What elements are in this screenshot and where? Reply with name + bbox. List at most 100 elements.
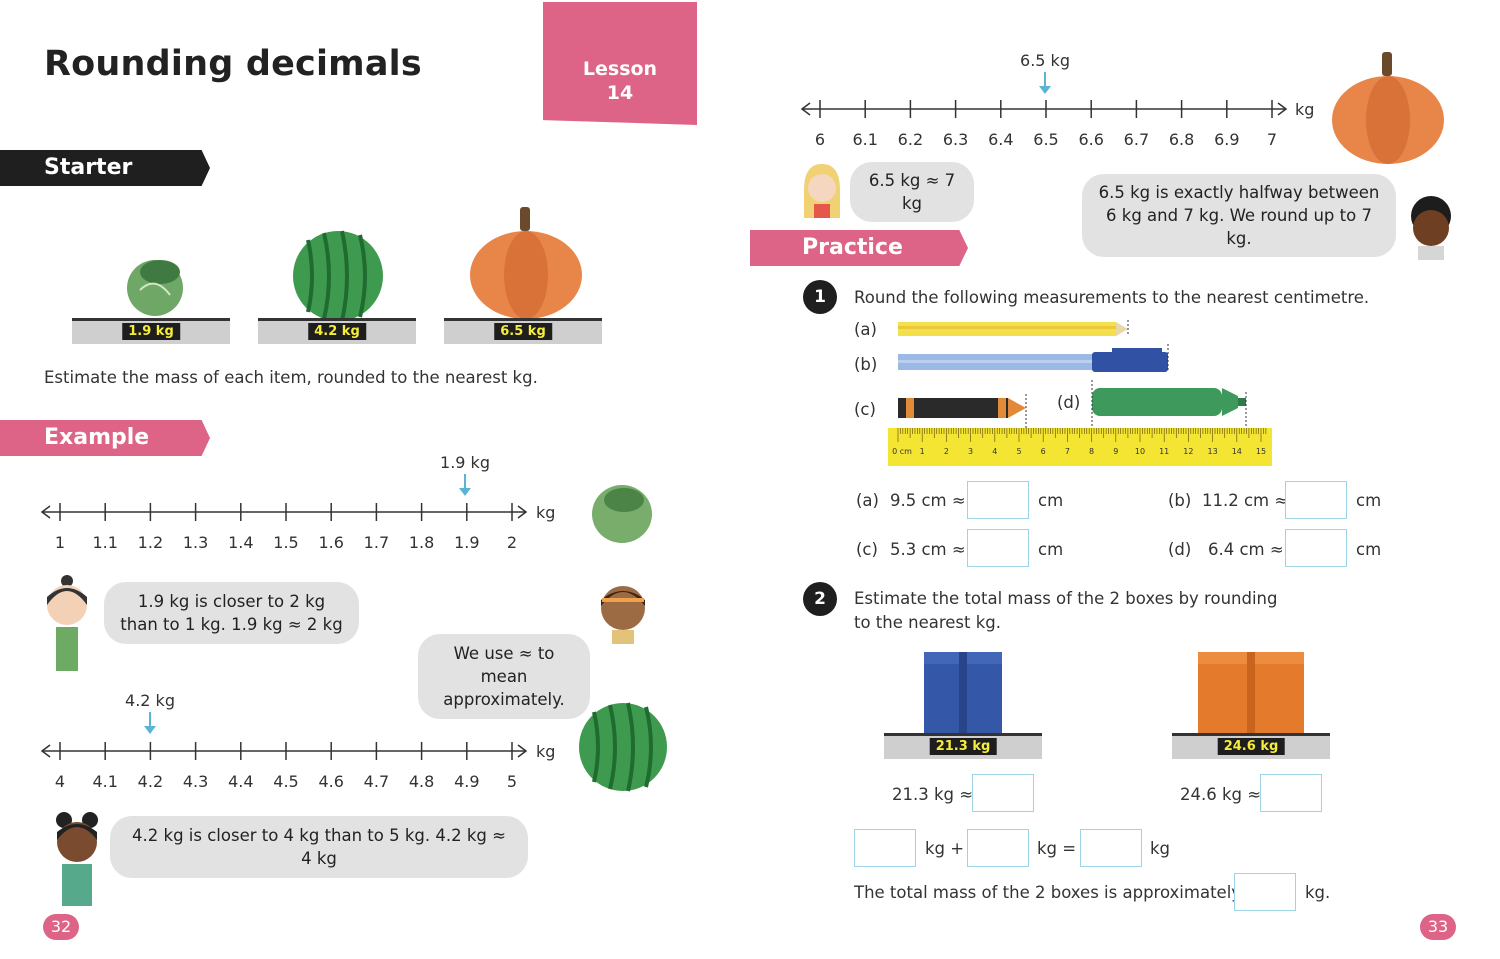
sum-box-1[interactable] — [854, 829, 916, 867]
tick-label: 1.8 — [409, 533, 434, 552]
speech-bubble: 6.5 kg ≈ 7 kg — [850, 162, 974, 222]
answer-box-a[interactable] — [967, 481, 1029, 519]
number-line-marker-label: 4.2 kg — [125, 691, 175, 710]
tick-label: 6.8 — [1169, 130, 1194, 149]
watermelon-icon — [293, 230, 383, 322]
cabbage-icon — [127, 260, 183, 316]
watermelon-icon — [579, 702, 667, 792]
ruler-label: 0 cm — [892, 447, 912, 456]
answer-box-orange[interactable] — [1260, 774, 1322, 812]
ruler-label: 14 — [1232, 447, 1242, 456]
girl-character-icon — [804, 164, 840, 218]
answer-value: 11.2 cm ≈ — [1202, 491, 1289, 510]
tick-label: 4 — [55, 772, 65, 791]
speech-bubble: 4.2 kg is closer to 4 kg than to 5 kg. 4… — [110, 816, 528, 878]
page-number-left: 32 — [43, 914, 79, 940]
tick-label: 1.4 — [228, 533, 253, 552]
ruler-label: 5 — [1016, 447, 1021, 456]
question-prompt: Estimate the total mass of the 2 boxes b… — [854, 589, 1278, 608]
ruler-label: 12 — [1183, 447, 1193, 456]
answer-label: (b) — [1168, 491, 1192, 510]
girl-character-icon — [47, 575, 87, 671]
tick-label: 4.6 — [318, 772, 343, 791]
pencil-icon — [898, 320, 1129, 336]
tick-label: 5 — [507, 772, 517, 791]
ruler-label: 1 — [920, 447, 925, 456]
sum-box-2[interactable] — [967, 829, 1029, 867]
speech-bubble: 1.9 kg is closer to 2 kg than to 1 kg. 1… — [104, 582, 359, 644]
ruler-icon: 0 cm 1 2 3 4 5 6 7 8 9 10 11 12 13 14 15 — [888, 428, 1272, 466]
tick-label: 4.2 — [138, 772, 163, 791]
final-answer-box[interactable] — [1234, 873, 1296, 911]
number-line-marker-label: 6.5 kg — [1020, 51, 1070, 70]
lesson-label: Lesson — [582, 58, 658, 80]
orange-box-icon — [1198, 652, 1304, 734]
example-banner: Example — [0, 420, 210, 456]
pen-icon — [898, 344, 1169, 372]
final-sentence: The total mass of the 2 boxes is approxi… — [854, 883, 1242, 902]
answer-unit: cm — [1038, 540, 1064, 559]
ruler-label: 4 — [992, 447, 997, 456]
approx-label: 24.6 kg ≈ — [1180, 785, 1262, 804]
scale-reading: 4.2 kg — [308, 323, 366, 340]
tick-label: 6.4 — [988, 130, 1013, 149]
tick-label: 2 — [507, 533, 517, 552]
ruler-label: 11 — [1159, 447, 1169, 456]
answer-box-blue[interactable] — [972, 774, 1034, 812]
lesson-number: 14 — [606, 82, 634, 104]
tick-marks: 6 6.1 6.2 6.3 6.4 6.5 6.6 6.7 6.8 6.9 7 — [815, 100, 1277, 149]
answer-box-b[interactable] — [1285, 481, 1347, 519]
answer-value: 9.5 cm ≈ — [890, 491, 966, 510]
answer-unit: cm — [1356, 540, 1382, 559]
cabbage-icon — [592, 485, 652, 543]
boy-character-icon — [1411, 196, 1451, 260]
item-label: (a) — [854, 320, 877, 339]
plus-label: kg + — [925, 839, 965, 858]
answer-value: 5.3 cm ≈ — [890, 540, 966, 559]
answer-label: (c) — [856, 540, 878, 559]
ruler-label: 9 — [1113, 447, 1118, 456]
question-prompt: to the nearest kg. — [854, 613, 1002, 632]
sum-box-total[interactable] — [1080, 829, 1142, 867]
starter-instruction: Estimate the mass of each item, rounded … — [44, 368, 538, 387]
ruler-label: 2 — [944, 447, 949, 456]
tick-label: 4.3 — [183, 772, 208, 791]
ruler-label: 7 — [1065, 447, 1070, 456]
speech-bubble: 6.5 kg is exactly halfway between 6 kg a… — [1082, 174, 1396, 257]
lesson-tag: Lesson 14 — [543, 2, 697, 125]
tick-label: 1 — [55, 533, 65, 552]
scale: 4.2 kg — [258, 318, 416, 344]
tick-label: 6.5 — [1033, 130, 1058, 149]
page-number-right: 33 — [1420, 914, 1456, 940]
ruler-label: 13 — [1208, 447, 1218, 456]
answer-label: (a) — [856, 491, 879, 510]
bubble-line: than to 1 kg. 1.9 kg ≈ 2 kg — [120, 615, 343, 634]
final-unit: kg. — [1305, 883, 1331, 902]
answer-box-d[interactable] — [1285, 529, 1347, 567]
scale: 1.9 kg — [72, 318, 230, 344]
number-line-unit: kg — [536, 503, 555, 522]
tick-label: 6.2 — [898, 130, 923, 149]
starter-banner: Starter — [0, 150, 210, 186]
ruler-label: 8 — [1089, 447, 1094, 456]
tick-label: 6.9 — [1214, 130, 1239, 149]
unit-label: kg — [1150, 839, 1171, 858]
scale-reading: 24.6 kg — [1217, 738, 1285, 755]
bubble-line: 6 kg and 7 kg. We round up to 7 kg. — [1106, 206, 1372, 248]
tick-label: 1.7 — [364, 533, 389, 552]
tick-label: 1.6 — [318, 533, 343, 552]
question-prompt: Round the following measurements to the … — [854, 288, 1370, 307]
bubble-line: approximately. — [443, 690, 565, 709]
girl-character-icon — [56, 812, 98, 906]
pumpkin-icon — [470, 207, 582, 319]
tick-label: 1.3 — [183, 533, 208, 552]
speech-bubble: We use ≈ to mean approximately. — [418, 634, 590, 719]
tick-label: 6.1 — [852, 130, 877, 149]
ruler-label: 6 — [1041, 447, 1046, 456]
scale-reading: 1.9 kg — [122, 323, 180, 340]
tick-marks: 1 1.1 1.2 1.3 1.4 1.5 1.6 1.7 1.8 1.9 2 — [55, 503, 517, 552]
answer-box-c[interactable] — [967, 529, 1029, 567]
scale-reading: 21.3 kg — [929, 738, 997, 755]
tick-label: 4.9 — [454, 772, 479, 791]
tick-label: 4.4 — [228, 772, 253, 791]
